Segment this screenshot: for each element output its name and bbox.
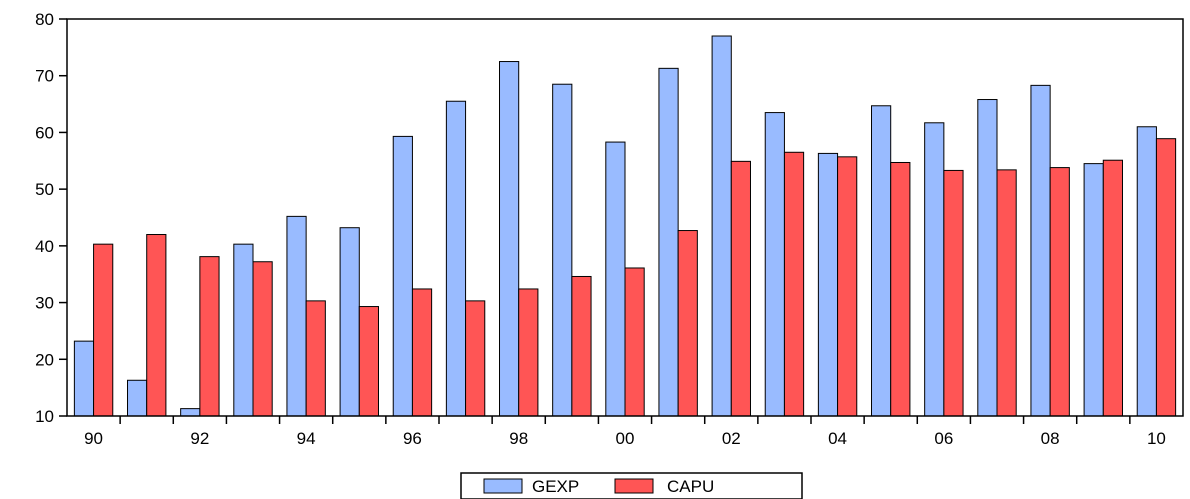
y-tick-label: 70 xyxy=(35,67,54,86)
bar-gexp-2004 xyxy=(817,152,839,417)
bar-capu-2001 xyxy=(677,230,698,417)
x-tick-label: 92 xyxy=(190,429,209,448)
bar-gexp-2005 xyxy=(871,105,892,417)
bar-gexp-1991 xyxy=(127,379,148,417)
x-tick-label: 00 xyxy=(616,429,635,448)
bar-gexp-2003 xyxy=(764,112,785,417)
bar-capu-2002 xyxy=(730,160,751,417)
bar-gexp-1992 xyxy=(180,408,201,417)
bar-gexp-2002 xyxy=(711,35,732,417)
y-tick-label: 60 xyxy=(35,123,54,142)
x-tick-label: 94 xyxy=(297,429,316,448)
bar-capu-2004 xyxy=(837,156,858,417)
x-tick-label: 08 xyxy=(1041,429,1060,448)
plot-frame xyxy=(66,18,1184,417)
bar-gexp-1998 xyxy=(499,61,520,417)
y-tick-label: 30 xyxy=(35,294,54,313)
bar-capu-1991 xyxy=(146,234,167,417)
bar-capu-1992 xyxy=(199,256,220,417)
legend-label-capu: CAPU xyxy=(667,477,714,496)
legend-swatch-gexp xyxy=(483,478,523,494)
x-tick-label: 06 xyxy=(934,429,953,448)
y-tick-label: 50 xyxy=(35,180,54,199)
x-tick-label: 90 xyxy=(84,429,103,448)
bar-gexp-2006 xyxy=(924,122,945,417)
bar-capu-2009 xyxy=(1102,159,1123,417)
legend-swatch-capu xyxy=(614,478,654,494)
bar-capu-1994 xyxy=(305,300,326,417)
bar-gexp-1996 xyxy=(392,135,413,417)
x-tick-label: 98 xyxy=(509,429,528,448)
bar-capu-2003 xyxy=(783,151,805,417)
bar-capu-1996 xyxy=(411,288,433,417)
x-axis: 90 92 94 96 98 00 02 04 06 08 10 xyxy=(84,416,1166,448)
bar-capu-1999 xyxy=(571,275,592,417)
bar-gexp-2000 xyxy=(605,141,626,417)
bar-capu-2010 xyxy=(1155,138,1177,417)
x-tick-label: 04 xyxy=(828,429,847,448)
x-tick-label: 96 xyxy=(403,429,422,448)
y-axis: 10 20 30 40 50 60 70 80 xyxy=(35,10,67,426)
y-tick-label: 10 xyxy=(35,407,54,426)
bar-capu-2007 xyxy=(996,169,1017,417)
bar-gexp-2008 xyxy=(1030,84,1051,417)
bar-gexp-1993 xyxy=(233,243,254,417)
bar-gexp-1990 xyxy=(73,340,95,417)
bar-capu-2006 xyxy=(943,169,964,417)
bar-gexp-1995 xyxy=(339,227,360,417)
bar-gexp-1999 xyxy=(552,83,573,417)
bar-gexp-2001 xyxy=(658,67,679,417)
y-tick-label: 40 xyxy=(35,237,54,256)
bar-capu-2008 xyxy=(1049,167,1070,417)
legend: GEXP CAPU xyxy=(460,472,803,499)
bar-capu-1997 xyxy=(465,300,486,417)
x-tick-label: 02 xyxy=(722,429,741,448)
bar-gexp-2009 xyxy=(1083,163,1104,417)
y-tick-label: 80 xyxy=(35,10,54,29)
bar-capu-1995 xyxy=(358,306,379,417)
bar-capu-1990 xyxy=(93,243,114,417)
x-tick-label: 10 xyxy=(1147,429,1166,448)
bar-capu-1998 xyxy=(518,288,539,417)
bars xyxy=(73,35,1177,417)
y-tick-label: 20 xyxy=(35,350,54,369)
bar-capu-2005 xyxy=(890,161,911,417)
bar-gexp-1997 xyxy=(445,100,467,417)
bar-gexp-1994 xyxy=(286,215,307,417)
bar-gexp-2010 xyxy=(1136,126,1157,417)
bar-capu-1993 xyxy=(252,261,273,417)
bar-capu-2000 xyxy=(624,267,645,417)
bar-gexp-2007 xyxy=(977,99,998,417)
legend-label-gexp: GEXP xyxy=(532,477,579,496)
